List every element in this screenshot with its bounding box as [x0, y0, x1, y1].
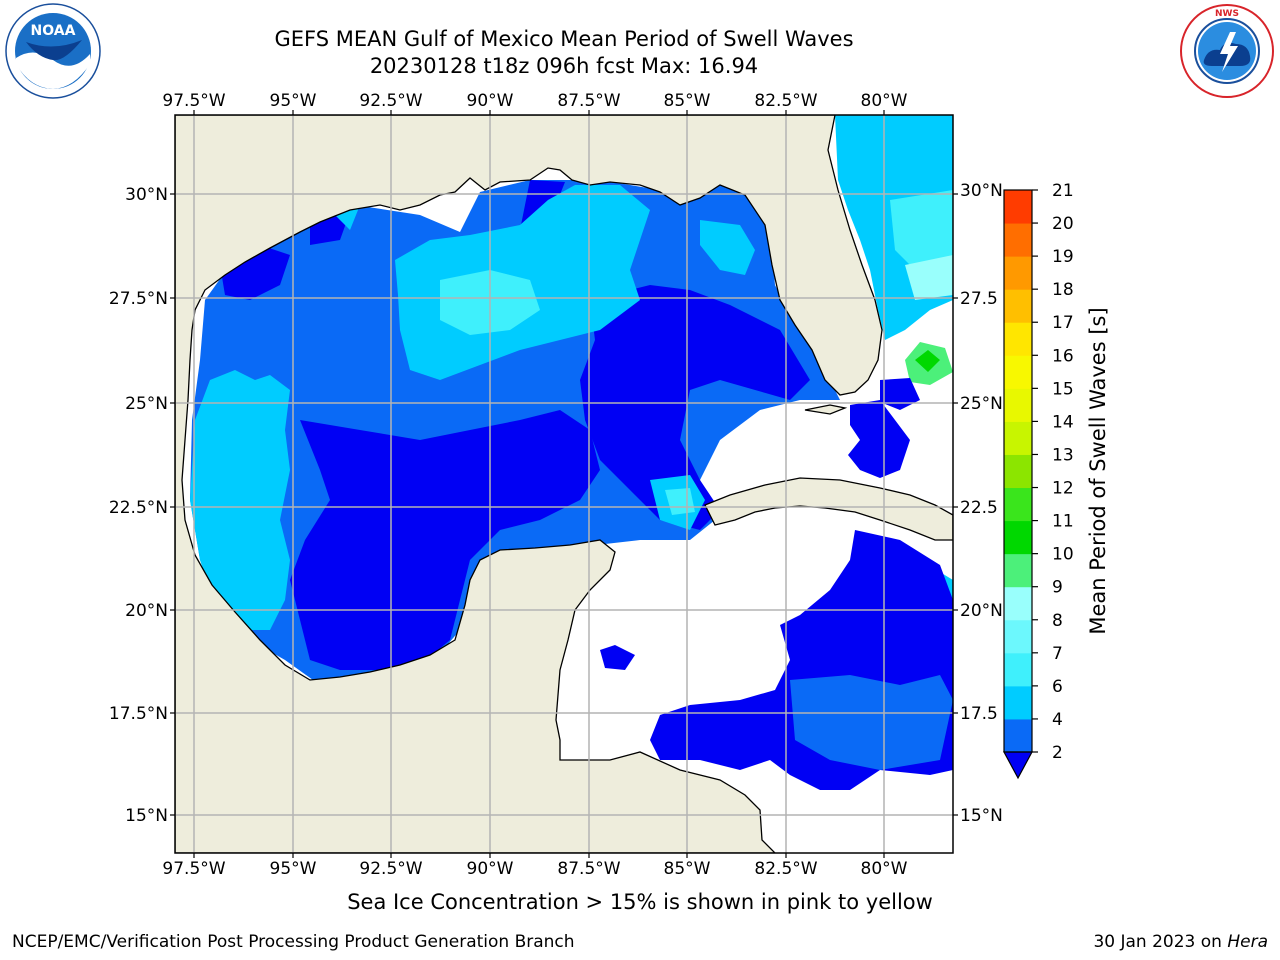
lat-label-right: 25°N: [960, 394, 1003, 414]
noaa-logo-text: NOAA: [31, 23, 76, 39]
colorbar-under-triangle: [1002, 751, 1034, 780]
lat-label-right: 22.5: [960, 498, 998, 518]
colorbar-tick-label: 9: [1052, 578, 1063, 598]
colorbar-segment: [1004, 421, 1032, 455]
colorbar-segment: [1004, 586, 1032, 621]
colorbar-tick-label: 12: [1052, 479, 1074, 499]
lat-label-right: 15°N: [960, 806, 1003, 826]
colorbar-segment: [1004, 520, 1032, 555]
lon-label-top: 80°W: [861, 91, 908, 111]
colorbar-tick-label: 21: [1052, 181, 1074, 201]
lon-label-bottom: 95°W: [270, 859, 317, 879]
colorbar-tick-label: 20: [1052, 214, 1074, 234]
colorbar-tick-label: 11: [1052, 512, 1074, 532]
lat-label-right: 30°N: [960, 181, 1003, 201]
colorbar-segment: [1004, 487, 1032, 522]
lat-label-right: 27.5: [960, 289, 998, 309]
lat-label-right: 17.5: [960, 704, 998, 724]
colorbar-frame: [1003, 189, 1033, 753]
swell-field-8-9s: [905, 255, 953, 300]
colorbar-tick-label: 15: [1052, 379, 1074, 399]
colorbar-segment: [1004, 652, 1032, 687]
colorbar-segment: [1004, 553, 1032, 588]
land-cuba: [704, 477, 953, 541]
colorbar: 2 4 6 7 8 9 10 11 12 13 14 15 16 17 18 19 20 21: [1002, 181, 1074, 780]
lon-label-bottom: 80°W: [861, 859, 908, 879]
title-line-2: 20230128 t18z 096h fcst Max: 16.94: [369, 54, 759, 78]
colorbar-tick-label: 14: [1052, 412, 1074, 432]
land-us-mexico: [175, 115, 883, 853]
colorbar-tick-label: 7: [1052, 644, 1063, 664]
footer-host: Hera: [1227, 932, 1268, 952]
lat-label-left: 30°N: [125, 185, 168, 205]
colorbar-tick-label: 16: [1052, 346, 1074, 366]
footer-date: 30 Jan 2023 on Hera: [1093, 932, 1268, 952]
noaa-logo: NOAA: [5, 3, 101, 99]
lat-label-left: 15°N: [125, 806, 168, 826]
colorbar-segment: [1004, 190, 1032, 224]
colorbar-tick-label: 2: [1052, 743, 1063, 763]
title-line-1: GEFS MEAN Gulf of Mexico Mean Period of …: [274, 27, 854, 51]
lat-label-left: 17.5°N: [109, 704, 168, 724]
lon-label-top: 95°W: [270, 91, 317, 111]
lat-label-left: 25°N: [125, 394, 168, 414]
map-frame: [174, 114, 954, 854]
colorbar-segment: [1004, 454, 1032, 489]
colorbar-segment: [1004, 685, 1032, 720]
footer-credit: NCEP/EMC/Verification Post Processing Pr…: [12, 932, 575, 952]
lat-label-right: 20°N: [960, 601, 1003, 621]
lon-label-top: 92.5°W: [359, 91, 422, 111]
colorbar-tick-label: 10: [1052, 545, 1074, 565]
colorbar-segment: [1004, 223, 1032, 257]
colorbar-segment: [1004, 718, 1032, 753]
colorbar-segment: [1004, 619, 1032, 654]
colorbar-label: Mean Period of Swell Waves [s]: [1086, 307, 1110, 634]
sea-ice-note: Sea Ice Concentration > 15% is shown in …: [347, 890, 933, 914]
colorbar-segment: [1004, 289, 1032, 323]
colorbar-tick-label: 8: [1052, 611, 1063, 631]
map-area: [175, 115, 953, 853]
colorbar-segment: [1004, 256, 1032, 290]
colorbar-tick-label: 19: [1052, 247, 1074, 267]
colorbar-tick-label: 18: [1052, 280, 1074, 300]
lon-label-bottom: 97.5°W: [162, 859, 225, 879]
lon-label-top: 87.5°W: [557, 91, 620, 111]
colorbar-tick-label: 17: [1052, 313, 1074, 333]
lon-label-bottom: 87.5°W: [557, 859, 620, 879]
nws-logo: NWS: [1180, 4, 1274, 98]
lon-label-top: 82.5°W: [754, 91, 817, 111]
colorbar-tick-label: 13: [1052, 445, 1074, 465]
colorbar-tick-label: 6: [1052, 677, 1063, 697]
land-masses: [175, 115, 953, 853]
lat-label-left: 20°N: [125, 601, 168, 621]
colorbar-segment: [1004, 355, 1032, 389]
lon-label-bottom: 90°W: [467, 859, 514, 879]
lon-label-top: 97.5°W: [162, 91, 225, 111]
footer-date-text: 30 Jan 2023 on: [1093, 932, 1228, 952]
lon-label-bottom: 82.5°W: [754, 859, 817, 879]
graticule: [175, 115, 953, 853]
lon-label-bottom: 85°W: [664, 859, 711, 879]
colorbar-tick-label: 4: [1052, 710, 1063, 730]
svg-text:NWS: NWS: [1215, 9, 1239, 19]
lat-label-left: 27.5°N: [109, 289, 168, 309]
lon-label-top: 90°W: [467, 91, 514, 111]
lon-label-bottom: 92.5°W: [359, 859, 422, 879]
lat-label-left: 22.5°N: [109, 498, 168, 518]
colorbar-segment: [1004, 322, 1032, 356]
colorbar-segment: [1004, 388, 1032, 422]
lon-label-top: 85°W: [664, 91, 711, 111]
